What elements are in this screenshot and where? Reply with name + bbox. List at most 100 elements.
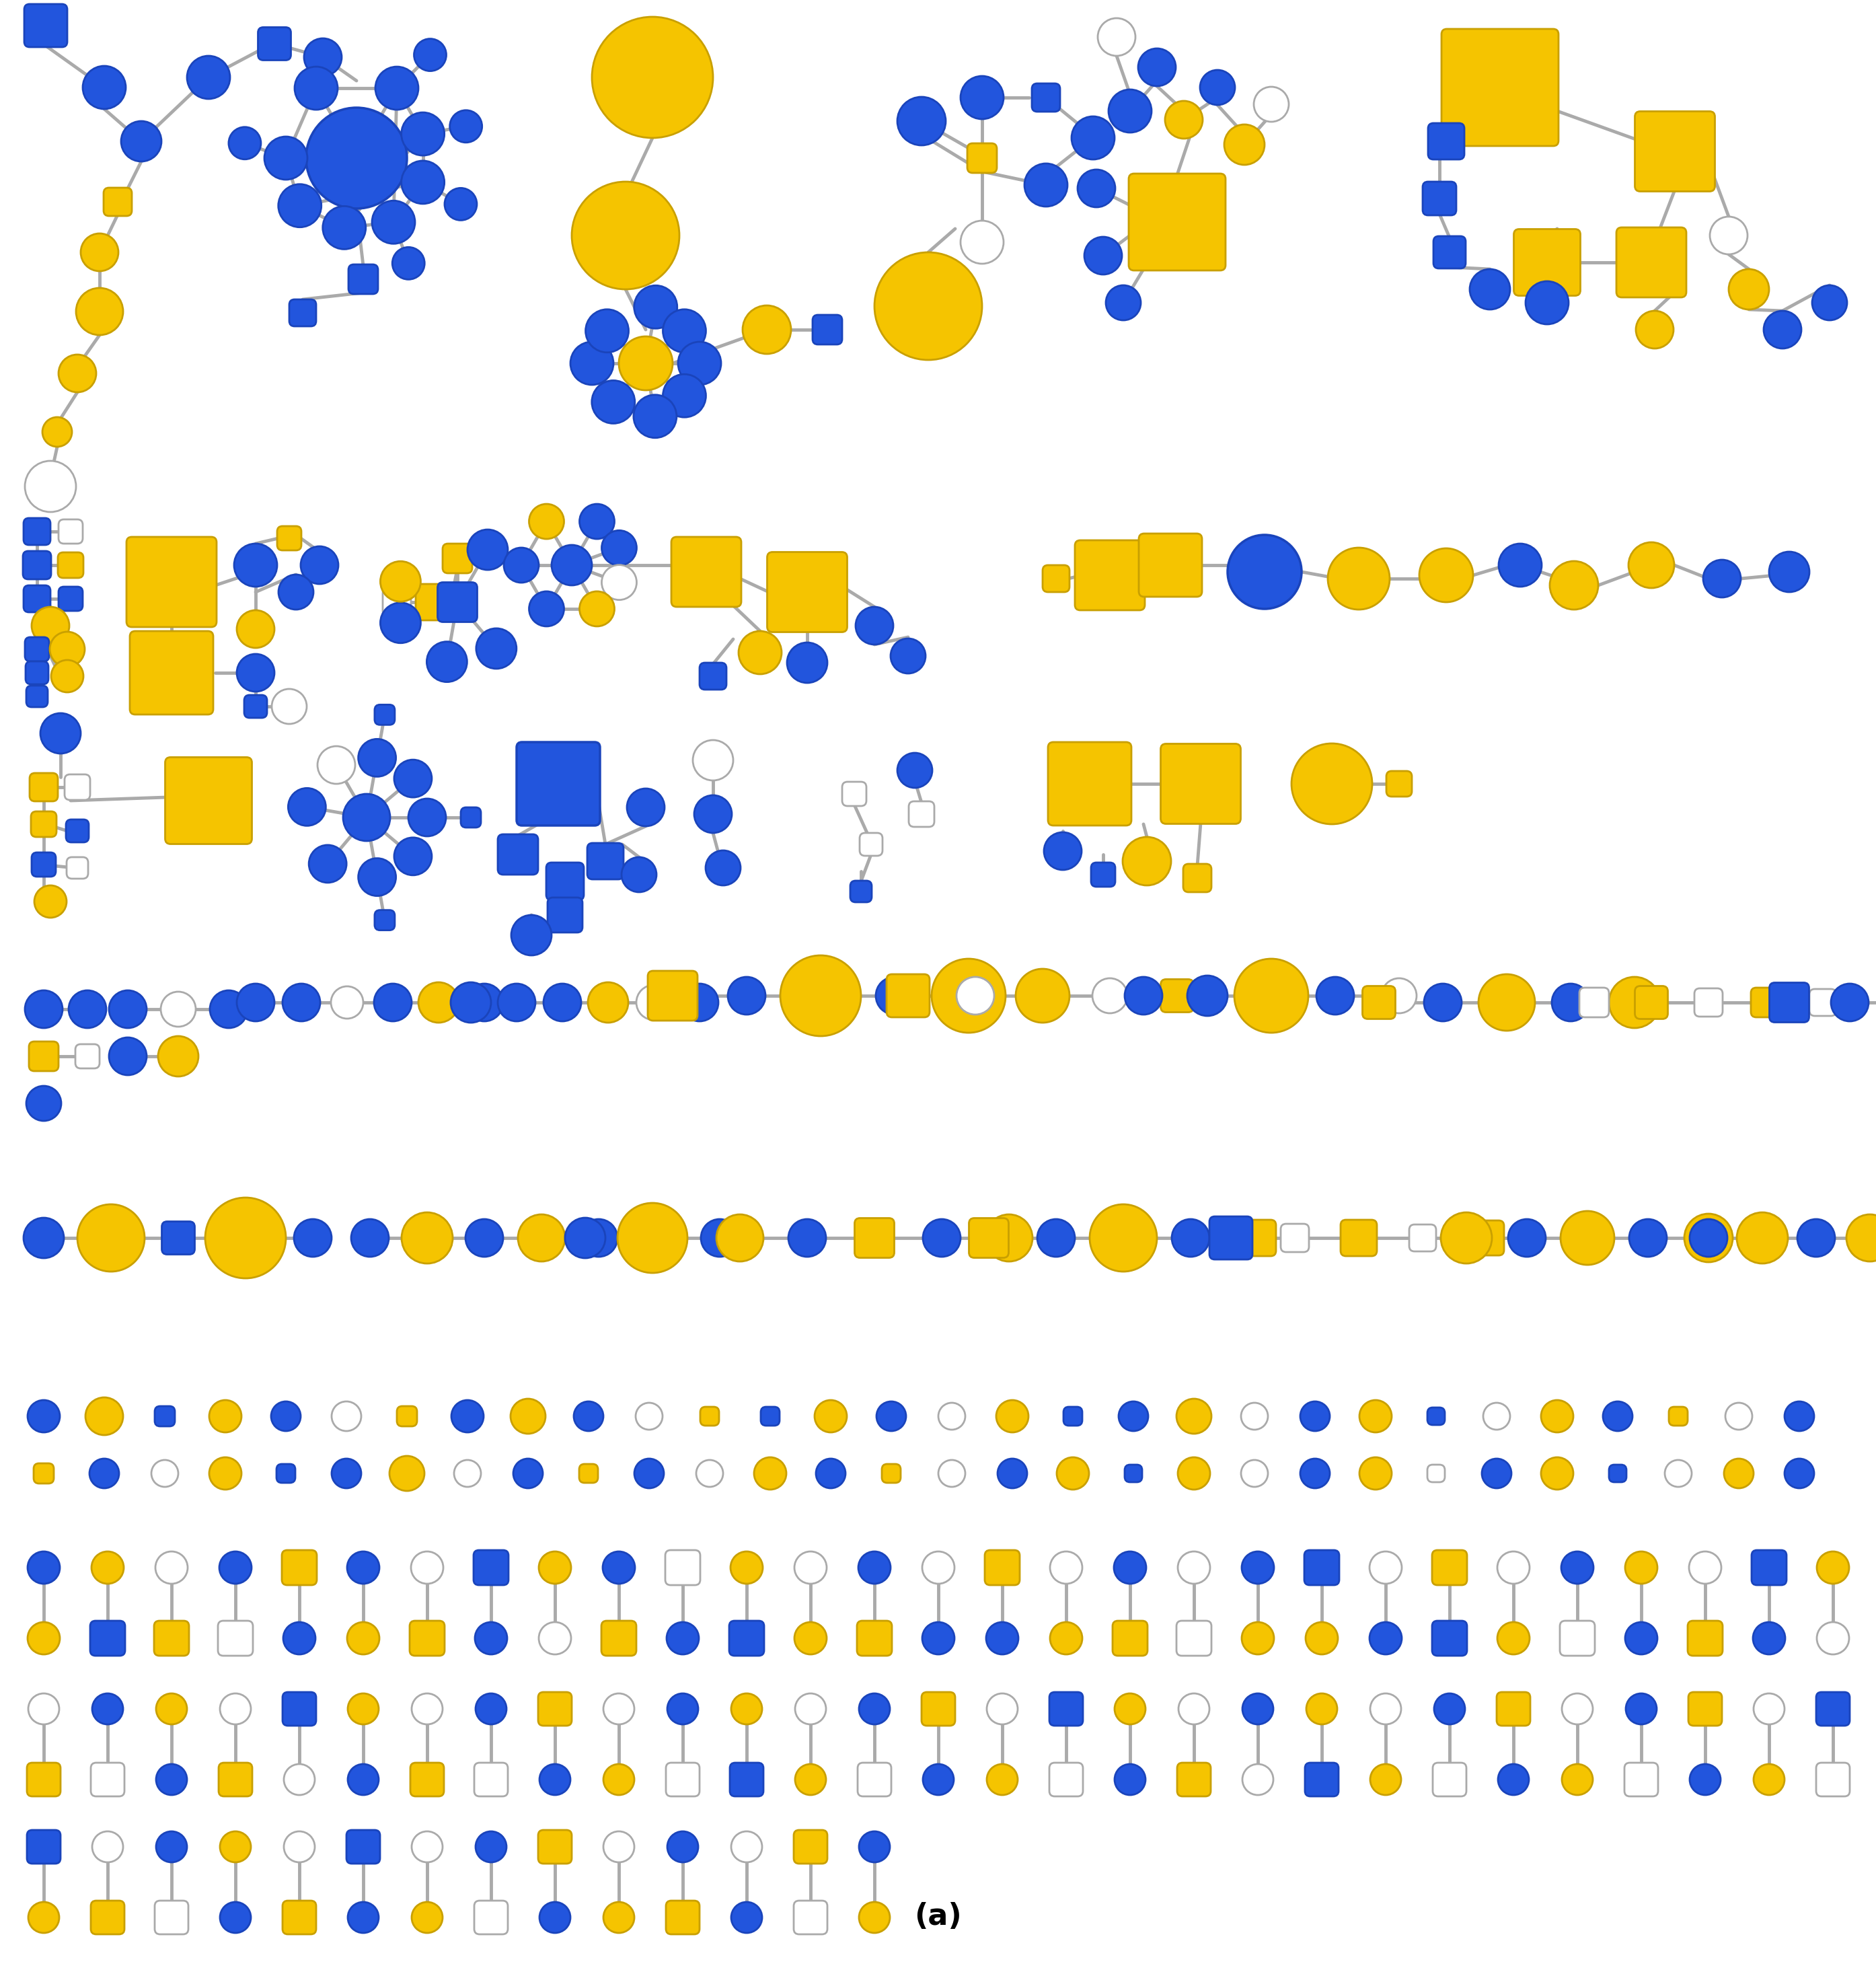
Circle shape [152, 1460, 178, 1486]
FancyBboxPatch shape [281, 1549, 317, 1585]
Circle shape [351, 1219, 388, 1257]
Circle shape [467, 530, 508, 569]
FancyBboxPatch shape [1184, 864, 1212, 891]
Circle shape [591, 381, 634, 423]
FancyBboxPatch shape [58, 553, 83, 577]
Circle shape [876, 976, 914, 1014]
FancyBboxPatch shape [1032, 83, 1060, 113]
Circle shape [677, 342, 720, 385]
Circle shape [390, 1456, 424, 1492]
Circle shape [961, 221, 1004, 263]
Circle shape [1124, 976, 1163, 1014]
Circle shape [28, 1903, 60, 1933]
FancyBboxPatch shape [1617, 227, 1687, 296]
Circle shape [1328, 547, 1390, 609]
Circle shape [1540, 1401, 1574, 1433]
Circle shape [1726, 1403, 1752, 1431]
Circle shape [529, 591, 565, 626]
Circle shape [859, 1903, 889, 1933]
Circle shape [1225, 124, 1264, 164]
Circle shape [1381, 978, 1416, 1014]
Circle shape [1369, 1551, 1401, 1583]
Circle shape [580, 591, 615, 626]
Circle shape [1188, 976, 1227, 1016]
FancyBboxPatch shape [1240, 1219, 1276, 1257]
FancyBboxPatch shape [32, 852, 56, 877]
Circle shape [602, 530, 636, 565]
Circle shape [1360, 1401, 1392, 1433]
FancyBboxPatch shape [1139, 534, 1203, 597]
Circle shape [90, 1458, 118, 1488]
FancyBboxPatch shape [1341, 1219, 1377, 1257]
Circle shape [694, 794, 732, 834]
Circle shape [43, 417, 71, 447]
Circle shape [375, 67, 418, 111]
Circle shape [77, 1203, 144, 1273]
Circle shape [794, 1622, 827, 1654]
Circle shape [1178, 1551, 1210, 1583]
Circle shape [717, 1215, 764, 1261]
Circle shape [401, 1213, 452, 1263]
FancyBboxPatch shape [349, 265, 379, 294]
FancyBboxPatch shape [244, 696, 266, 717]
FancyBboxPatch shape [1816, 1691, 1850, 1725]
Circle shape [1369, 1693, 1401, 1725]
FancyBboxPatch shape [1049, 1763, 1082, 1796]
Circle shape [1122, 838, 1171, 885]
FancyBboxPatch shape [1176, 1620, 1212, 1656]
FancyBboxPatch shape [1433, 237, 1465, 269]
Circle shape [1369, 1765, 1401, 1794]
FancyBboxPatch shape [1688, 1620, 1722, 1656]
Circle shape [1109, 89, 1152, 132]
Circle shape [418, 982, 460, 1024]
Circle shape [739, 630, 782, 674]
Circle shape [28, 1622, 60, 1654]
Circle shape [1561, 1211, 1615, 1265]
Circle shape [604, 1693, 634, 1725]
Circle shape [83, 65, 126, 109]
FancyBboxPatch shape [259, 28, 291, 59]
FancyBboxPatch shape [375, 911, 394, 931]
FancyBboxPatch shape [461, 808, 480, 828]
Circle shape [540, 1765, 570, 1794]
Circle shape [1056, 1456, 1088, 1490]
FancyBboxPatch shape [1112, 1620, 1148, 1656]
Circle shape [1610, 976, 1660, 1028]
Circle shape [347, 1622, 379, 1654]
Circle shape [1784, 1458, 1814, 1488]
FancyBboxPatch shape [497, 834, 538, 875]
Circle shape [1424, 984, 1461, 1022]
Circle shape [270, 1401, 300, 1431]
Circle shape [585, 310, 628, 352]
Circle shape [1602, 1401, 1632, 1431]
Circle shape [1084, 237, 1122, 275]
Circle shape [732, 1903, 762, 1933]
Circle shape [236, 654, 274, 692]
Circle shape [621, 858, 657, 891]
FancyBboxPatch shape [1304, 1549, 1339, 1585]
Circle shape [705, 850, 741, 885]
Circle shape [634, 285, 677, 328]
Circle shape [300, 545, 338, 585]
Circle shape [580, 504, 615, 539]
Circle shape [210, 1456, 242, 1490]
Circle shape [876, 1401, 906, 1431]
Circle shape [109, 1037, 146, 1075]
Circle shape [938, 1460, 966, 1486]
Circle shape [454, 1460, 480, 1486]
FancyBboxPatch shape [1428, 1464, 1445, 1482]
Circle shape [1077, 170, 1114, 207]
FancyBboxPatch shape [1469, 1221, 1505, 1255]
Circle shape [450, 111, 482, 142]
Circle shape [1234, 958, 1308, 1033]
Circle shape [1227, 535, 1302, 609]
FancyBboxPatch shape [58, 520, 83, 543]
Circle shape [897, 753, 932, 788]
Circle shape [732, 1693, 762, 1725]
FancyBboxPatch shape [375, 705, 394, 725]
FancyBboxPatch shape [26, 1763, 60, 1796]
Circle shape [1763, 310, 1801, 348]
Circle shape [381, 561, 420, 601]
Circle shape [92, 1832, 124, 1861]
FancyBboxPatch shape [24, 585, 51, 613]
